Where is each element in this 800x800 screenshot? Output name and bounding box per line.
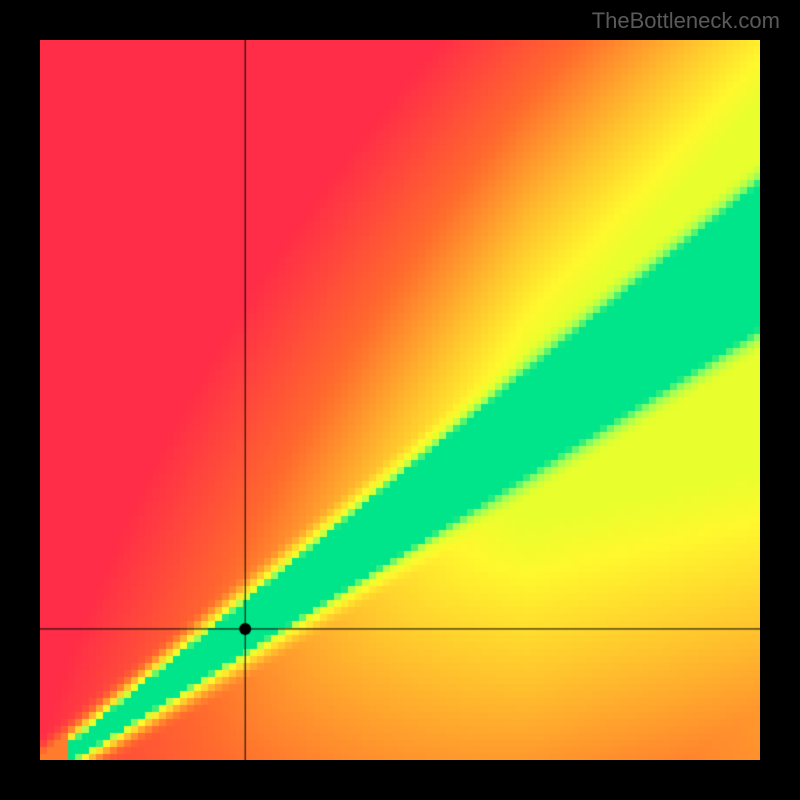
heatmap-canvas — [40, 40, 760, 760]
watermark-text: TheBottleneck.com — [592, 8, 780, 34]
heatmap-plot — [40, 40, 760, 760]
